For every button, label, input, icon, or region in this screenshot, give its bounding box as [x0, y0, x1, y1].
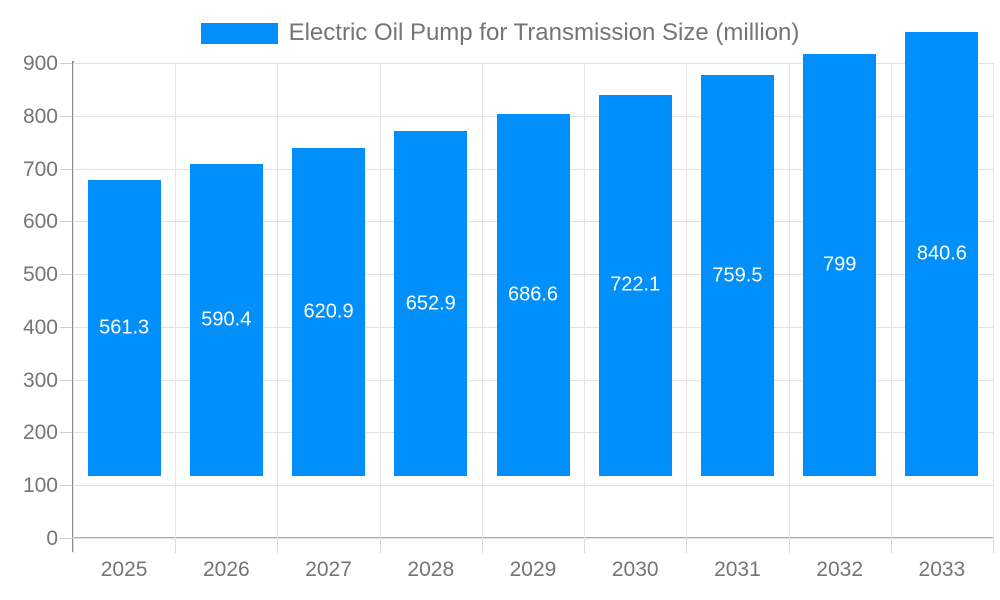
y-axis-tick — [60, 538, 72, 539]
bar[interactable]: 652.9 — [394, 131, 468, 476]
x-gridline — [277, 63, 279, 538]
x-axis-tick — [686, 539, 688, 553]
y-tick-label: 0 — [46, 527, 58, 550]
x-axis-tick — [481, 539, 483, 553]
x-tick-label: 2033 — [918, 558, 966, 581]
x-gridline — [379, 63, 381, 538]
bar[interactable]: 799 — [803, 54, 877, 476]
y-axis-tick — [60, 432, 72, 434]
x-gridline — [686, 63, 688, 538]
bar[interactable]: 759.5 — [700, 75, 774, 476]
bar-value-label: 759.5 — [712, 264, 763, 287]
x-tick-label: 2029 — [509, 558, 557, 581]
x-tick-label: 2031 — [714, 558, 761, 581]
bar[interactable]: 722.1 — [598, 94, 672, 476]
y-tick-label: 100 — [22, 474, 58, 498]
y-axis-tick — [60, 221, 72, 223]
x-axis-tick — [73, 539, 74, 553]
bar-value-label: 590.4 — [201, 308, 252, 331]
y-axis-tick — [60, 63, 72, 64]
x-gridline — [890, 63, 892, 538]
x-axis-tick — [379, 539, 381, 553]
bar[interactable]: 590.4 — [189, 164, 263, 476]
bar[interactable]: 561.3 — [87, 179, 161, 476]
y-tick-label: 900 — [22, 52, 58, 75]
x-gridline — [788, 63, 790, 538]
x-axis-tick — [584, 539, 586, 553]
x-axis-tick — [788, 539, 790, 553]
chart-title: Electric Oil Pump for Transmission Size … — [288, 19, 800, 46]
y-tick-label: 400 — [22, 315, 58, 339]
y-tick-label: 700 — [22, 157, 58, 181]
x-axis-tick — [993, 539, 994, 553]
x-gridline — [481, 63, 483, 538]
y-tick-label: 800 — [22, 104, 58, 128]
y-tick-label: 200 — [22, 421, 58, 445]
plot-area: 561.3 590.4 620.9 652.9 686.6 722.1 759.5 799 84… — [73, 32, 994, 539]
x-tick-label: 2026 — [202, 558, 250, 581]
bar-value-label: 561.3 — [99, 316, 150, 339]
legend[interactable]: Electric Oil Pump for Transmission Size … — [0, 17, 1000, 49]
y-tick-label: 600 — [22, 210, 58, 234]
y-axis-tick — [60, 168, 72, 170]
y-gridline — [73, 485, 993, 487]
x-gridline — [993, 63, 994, 538]
x-tick-label: 2025 — [100, 558, 148, 581]
x-axis-tick — [175, 539, 177, 553]
x-tick-label: 2027 — [305, 558, 352, 581]
bar-value-label: 799 — [822, 253, 857, 276]
y-tick-label: 500 — [22, 263, 58, 287]
x-gridline — [175, 63, 177, 538]
x-tick-label: 2028 — [407, 558, 455, 581]
bar-value-label: 722.1 — [610, 273, 661, 296]
y-axis-tick — [60, 379, 72, 381]
bar-value-label: 652.9 — [405, 292, 456, 315]
y-axis-tick — [60, 274, 72, 276]
x-tick-label: 2030 — [611, 558, 659, 581]
bar-value-label: 686.6 — [507, 283, 559, 306]
y-gridline — [73, 63, 993, 64]
y-tick-label: 300 — [22, 368, 58, 392]
bar[interactable]: 686.6 — [496, 113, 570, 476]
bar[interactable]: 620.9 — [292, 148, 366, 476]
bar-value-label: 840.6 — [916, 242, 967, 265]
y-axis-tick — [60, 485, 72, 487]
y-axis-tick — [60, 326, 72, 328]
bar-value-label: 620.9 — [303, 300, 354, 323]
x-gridline — [584, 63, 586, 538]
x-axis-tick — [890, 539, 892, 553]
y-axis-tick — [60, 115, 72, 117]
y-gridline — [73, 538, 993, 539]
legend-swatch — [200, 22, 278, 44]
bar[interactable]: 840.6 — [905, 32, 979, 476]
x-gridline — [73, 63, 74, 538]
x-tick-label: 2032 — [816, 558, 864, 581]
x-axis-tick — [277, 539, 279, 553]
